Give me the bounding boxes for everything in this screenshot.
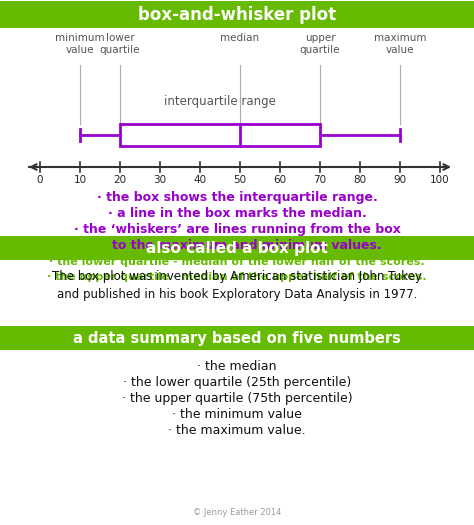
Text: box-and-whisker plot: box-and-whisker plot	[138, 5, 336, 24]
Text: · the lower quartile - median of the lower half of the scores.: · the lower quartile - median of the low…	[49, 257, 425, 267]
Text: also called a box plot: also called a box plot	[146, 240, 328, 256]
Text: 60: 60	[273, 175, 287, 185]
Text: · the minimum value: · the minimum value	[172, 408, 302, 421]
Bar	[0, 236, 474, 260]
Text: 100: 100	[430, 175, 450, 185]
Text: 10: 10	[73, 175, 87, 185]
Text: 0: 0	[37, 175, 43, 185]
Text: 40: 40	[193, 175, 207, 185]
Text: upper
quartile: upper quartile	[300, 33, 340, 55]
Text: · the upper quartile (75th percentile): · the upper quartile (75th percentile)	[122, 392, 352, 405]
Bar	[0, 1, 474, 28]
Text: 90: 90	[393, 175, 407, 185]
Text: · the box shows the interquartile range.: · the box shows the interquartile range.	[97, 191, 377, 204]
Text: · the ‘whiskers’ are lines running from the box: · the ‘whiskers’ are lines running from …	[73, 223, 401, 236]
Bar	[120, 124, 320, 146]
Text: minimum
value: minimum value	[55, 33, 105, 55]
Text: · a line in the box marks the median.: · a line in the box marks the median.	[108, 207, 366, 220]
Text: median: median	[220, 33, 260, 43]
Text: 50: 50	[233, 175, 246, 185]
Text: · the median: · the median	[197, 360, 277, 373]
Text: · the lower quartile (25th percentile): · the lower quartile (25th percentile)	[123, 376, 351, 389]
Text: 30: 30	[154, 175, 166, 185]
Text: and published in his book Exploratory Data Analysis in 1977.: and published in his book Exploratory Da…	[57, 288, 417, 301]
Text: · the maximum value.: · the maximum value.	[168, 424, 306, 437]
Text: 80: 80	[354, 175, 366, 185]
Text: 20: 20	[113, 175, 127, 185]
Bar	[0, 326, 474, 350]
Text: · the upper quartile - median of the upper half of the scores.: · the upper quartile - median of the upp…	[47, 272, 427, 282]
Text: © Jenny Eather 2014: © Jenny Eather 2014	[193, 508, 281, 517]
Text: lower
quartile: lower quartile	[100, 33, 140, 55]
Text: 70: 70	[313, 175, 327, 185]
Text: maximum
value: maximum value	[374, 33, 426, 55]
Text: The box plot was invented by American statistician John Tukey: The box plot was invented by American st…	[52, 270, 422, 283]
Text: a data summary based on five numbers: a data summary based on five numbers	[73, 331, 401, 345]
Text: interquartile range: interquartile range	[164, 95, 276, 108]
Text: to the maximum and minimum values.: to the maximum and minimum values.	[112, 239, 382, 252]
